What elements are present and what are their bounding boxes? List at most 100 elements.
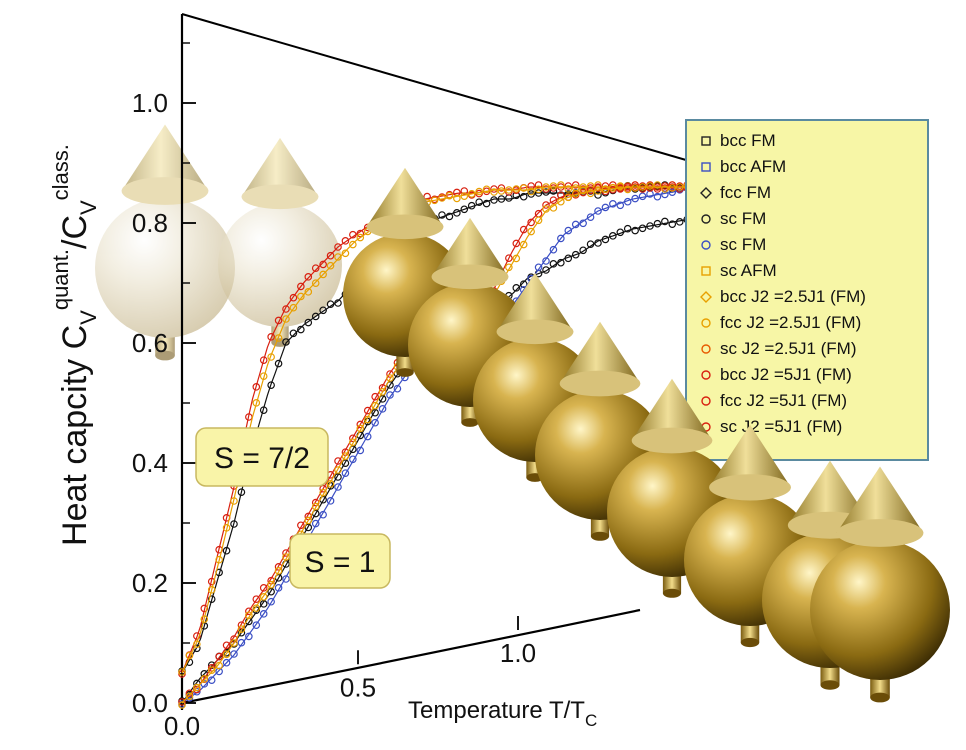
data-point (594, 239, 602, 247)
data-point (542, 205, 550, 213)
data-point (653, 192, 662, 201)
data-point (334, 299, 342, 307)
spin-atoms-decoration (95, 124, 342, 361)
data-point (453, 209, 461, 217)
legend-marker (701, 266, 711, 276)
x-tick-label: 1.0 (500, 638, 536, 668)
legend-marker (701, 344, 711, 354)
data-point (297, 521, 305, 530)
chart-axes: 0.0 0.2 0.4 0.6 0.8 1.0 0.0 0.5 1.0 (132, 13, 687, 741)
data-point (609, 200, 617, 208)
data-point (534, 185, 543, 194)
data-point (527, 218, 535, 227)
data-point (490, 196, 498, 204)
x-axis-title-text: Temperature T/TC (408, 697, 597, 730)
data-point (252, 595, 261, 603)
data-point (378, 405, 387, 413)
data-point (267, 597, 275, 606)
data-point (564, 182, 573, 190)
data-point (668, 181, 677, 189)
data-point (178, 701, 186, 709)
data-point (356, 424, 365, 433)
data-point (638, 192, 647, 201)
data-point (534, 189, 543, 197)
data-point (631, 181, 639, 189)
data-point (609, 183, 617, 192)
y-tick-label: 0.6 (132, 328, 168, 358)
data-point (282, 315, 290, 323)
data-point (527, 187, 535, 196)
data-point (646, 222, 654, 230)
data-point (282, 575, 290, 583)
data-point (222, 658, 231, 667)
data-point (594, 184, 602, 192)
data-point (237, 638, 246, 647)
data-point (527, 190, 535, 198)
data-point (505, 263, 513, 272)
legend-label: bcc J2 =5J1 (FM) (720, 365, 852, 384)
data-point (178, 698, 186, 706)
data-point (549, 260, 558, 268)
data-point (623, 197, 632, 206)
legend-marker (701, 396, 711, 406)
data-point (557, 234, 565, 243)
data-point (207, 666, 216, 674)
data-point (512, 185, 521, 193)
data-point (557, 197, 565, 206)
data-point (200, 675, 209, 683)
data-point (623, 224, 632, 233)
data-point (371, 392, 379, 401)
legend-marker (701, 370, 711, 380)
y-tick-label: 1.0 (132, 88, 168, 118)
data-point (326, 251, 335, 260)
legend-label: sc FM (720, 209, 766, 228)
callout-s1-label: S = 1 (305, 546, 376, 579)
legend-box (685, 119, 929, 461)
data-point (319, 306, 327, 315)
data-point (557, 181, 565, 189)
data-point (490, 185, 498, 193)
data-point (200, 615, 209, 623)
data-point (549, 204, 558, 212)
data-point (646, 182, 654, 190)
data-point (445, 212, 454, 221)
legend-label: fcc J2 =2.5J1 (FM) (720, 313, 861, 332)
data-point (549, 245, 558, 254)
data-point (311, 502, 320, 511)
data-point (193, 640, 201, 648)
data-point (497, 184, 506, 192)
data-point (661, 185, 669, 193)
data-point (430, 196, 439, 205)
data-point (252, 621, 261, 629)
data-point (542, 257, 550, 265)
legend-item: sc FM (701, 209, 766, 228)
data-point (215, 555, 223, 564)
data-point (586, 213, 595, 221)
data-point (245, 632, 253, 641)
legend-marker (700, 187, 712, 199)
data-point (185, 692, 194, 701)
data-point (230, 650, 238, 658)
data-point (445, 191, 454, 200)
legend-marker (701, 318, 711, 328)
y-axis-title-text: Heat capcity CVquant./CVclass. (48, 144, 101, 546)
data-point (638, 224, 647, 233)
data-point (579, 219, 587, 228)
data-point (497, 187, 506, 195)
data-point (311, 519, 320, 528)
data-point (356, 446, 365, 455)
data-point (661, 190, 669, 199)
spin-atom-icon (218, 137, 342, 347)
legend-label: sc J2 =2.5J1 (FM) (720, 339, 857, 358)
data-point (564, 254, 573, 263)
data-point (557, 258, 565, 267)
legend-item: bcc J2 =5J1 (FM) (701, 365, 852, 384)
data-point (512, 254, 521, 263)
data-point (386, 391, 394, 399)
data-point (259, 610, 268, 618)
legend-label: bcc AFM (720, 157, 786, 176)
chart-series (178, 181, 706, 709)
data-point (363, 415, 372, 424)
spin-atoms-foreground (343, 167, 950, 703)
data-point (215, 661, 223, 670)
